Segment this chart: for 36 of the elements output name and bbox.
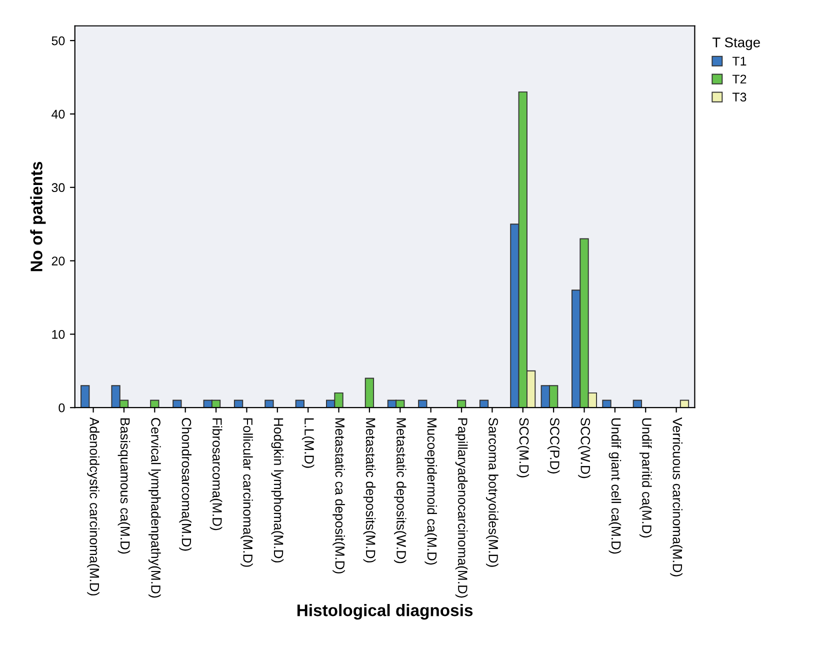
y-tick-label: 10 <box>52 330 65 339</box>
x-tick-label: Hodgkin lymphoma(M.D) <box>271 418 284 562</box>
x-tick-label: Papillaryadenocarcinoma(M.D) <box>455 418 468 598</box>
x-tick-label: Chondrosarcoma(M.D) <box>179 418 192 551</box>
x-tick-label: Fibrosarcoma(M.D) <box>210 418 222 530</box>
x-tick-label: Undif paritid ca(M.D) <box>639 418 652 538</box>
x-tick-label: Metastatic deposits(W.D) <box>394 418 406 564</box>
y-tick-label: 20 <box>52 256 65 266</box>
legend-label: T2 <box>732 74 746 84</box>
x-tick-label: Sarcoma botryoides(M.D) <box>486 418 498 567</box>
x-tick-label: Mucoepidermoid ca(M.D) <box>424 418 437 565</box>
x-tick-label: Verricuous carcinoma(M.D) <box>670 417 682 576</box>
x-tick-label: Metastatic ca deposit(M.D) <box>332 418 345 574</box>
x-axis-title: Histological diagnosis <box>297 604 473 620</box>
bar <box>364 378 374 408</box>
y-tick-label: 0 <box>58 403 65 412</box>
x-tick-label: SCC(P.D) <box>547 418 560 474</box>
x-tick-label: SCC(W.D) <box>578 418 590 478</box>
x-tick-label: SCC(M.D) <box>516 418 530 478</box>
x-tick-label: Follicular carcinoma(M.D) <box>240 418 253 567</box>
bar <box>602 400 612 408</box>
x-tick-label: Metastatic deposits(M.D) <box>363 418 376 562</box>
x-tick-label: L.L(M.D) <box>302 418 314 468</box>
bar <box>80 385 90 408</box>
y-axis-title: No of patients <box>30 162 46 272</box>
x-tick-label: Undif giant cell ca(M.D) <box>608 418 622 554</box>
legend-title: T Stage <box>712 37 760 50</box>
x-tick-label: Cervical lymphadenpathy(M.D) <box>148 418 161 598</box>
x-tick-label: Basisquamous ca(M.D) <box>118 418 130 554</box>
y-tick-label: 50 <box>52 36 65 46</box>
legend-label: T3 <box>732 92 746 102</box>
bar <box>264 400 274 408</box>
legend-label: T1 <box>732 56 746 66</box>
x-tick-label: Adenoidcystic carcinoma(M.D) <box>87 417 100 596</box>
y-tick-label: 30 <box>52 183 65 192</box>
y-tick-label: 40 <box>52 110 65 119</box>
